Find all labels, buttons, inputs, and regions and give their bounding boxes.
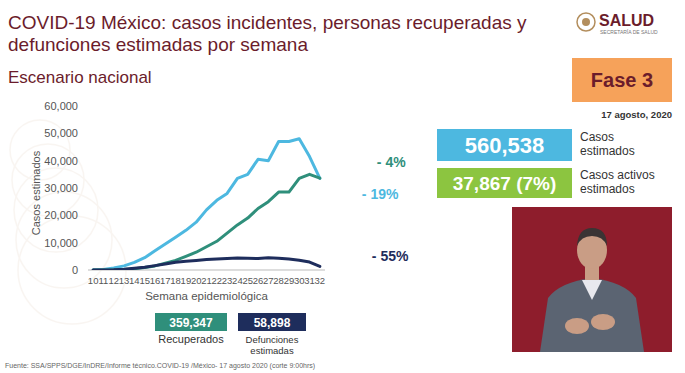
x-tick-label: 20: [191, 275, 202, 286]
series-line: [93, 258, 320, 270]
x-tick-label: 19: [181, 275, 192, 286]
plot-area: [93, 139, 320, 270]
x-axis-label: Semana epidemiológica: [145, 290, 268, 302]
subtitle: Escenario nacional: [8, 68, 152, 88]
change-annotation: - 4%: [377, 154, 406, 170]
y-axis-label: Casos estimados: [30, 150, 42, 235]
logo-emblem-core: [582, 18, 590, 26]
x-tick-label: 23: [222, 275, 233, 286]
total-box: [437, 129, 572, 161]
active-name: Casos activos estimados: [580, 168, 680, 196]
total-box: [155, 313, 227, 331]
total-name: Recuperados: [149, 334, 233, 345]
title: COVID-19 México: casos incidentes, perso…: [8, 12, 568, 56]
x-tick-label: 13: [119, 275, 130, 286]
video-background: [512, 207, 672, 352]
x-tick-label: 14: [129, 275, 140, 286]
total-value: 560,538: [465, 133, 545, 158]
x-tick-label: 21: [201, 275, 212, 286]
y-tick-label: 50,000: [44, 127, 78, 139]
logo-text: SALUD: [599, 12, 654, 29]
ornament-ring: [12, 144, 84, 216]
logo-emblem: [577, 13, 595, 31]
y-tick-label: 0: [72, 264, 78, 276]
x-tick-label: 25: [242, 275, 253, 286]
total-value: 359,347: [169, 316, 213, 330]
series-line: [93, 174, 320, 270]
y-tick-label: 30,000: [44, 182, 78, 194]
series-line: [93, 139, 320, 270]
interpreter-hand: [591, 314, 615, 330]
interpreter-body: [540, 278, 644, 352]
x-tick-label: 16: [150, 275, 161, 286]
x-tick-label: 11: [99, 275, 109, 286]
interpreter-hair: [577, 228, 607, 246]
x-tick-label: 31: [304, 275, 315, 286]
interpreter-hand: [565, 318, 589, 334]
source-note: Fuente: SSA/SPPS/DGE/InDRE/Informe técni…: [5, 362, 315, 370]
y-tick-label: 10,000: [44, 237, 78, 249]
change-annotation: - 19%: [362, 186, 399, 202]
phase-box: [572, 58, 672, 102]
x-tick-label: 29: [284, 275, 295, 286]
logo-subtitle: SECRETARÍA DE SALUD: [600, 29, 658, 35]
background-ornament: [10, 120, 126, 324]
active-value: 37,867 (7%): [453, 173, 557, 194]
x-tick-label: 22: [212, 275, 223, 286]
active-box: [437, 168, 572, 198]
x-tick-label: 30: [294, 275, 305, 286]
x-tick-label: 18: [170, 275, 181, 286]
phase-label: Fase 3: [591, 69, 653, 91]
x-tick-label: 12: [108, 275, 119, 286]
change-annotation: - 55%: [372, 248, 409, 264]
total-name: Casos estimados: [580, 130, 650, 158]
logo: SALUDSECRETARÍA DE SALUD: [577, 12, 658, 35]
total-value: 58,898: [254, 316, 291, 330]
x-tick-label: 32: [315, 275, 326, 286]
y-tick-label: 40,000: [44, 155, 78, 167]
interpreter-video: [512, 207, 672, 352]
date: 17 agosto, 2020: [601, 109, 672, 120]
x-tick-label: 24: [232, 275, 243, 286]
x-tick-label: 15: [139, 275, 150, 286]
interpreter-shirt: [582, 280, 602, 300]
x-tick-label: 10: [88, 275, 99, 286]
total-box: [238, 313, 306, 331]
x-tick-label: 26: [253, 275, 264, 286]
y-tick-label: 20,000: [44, 209, 78, 221]
x-tick-label: 28: [273, 275, 284, 286]
y-tick-label: 60,000: [44, 100, 78, 112]
total-name: Defunciones estimadas: [232, 334, 312, 356]
x-tick-label: 17: [160, 275, 171, 286]
x-tick-label: 27: [263, 275, 274, 286]
